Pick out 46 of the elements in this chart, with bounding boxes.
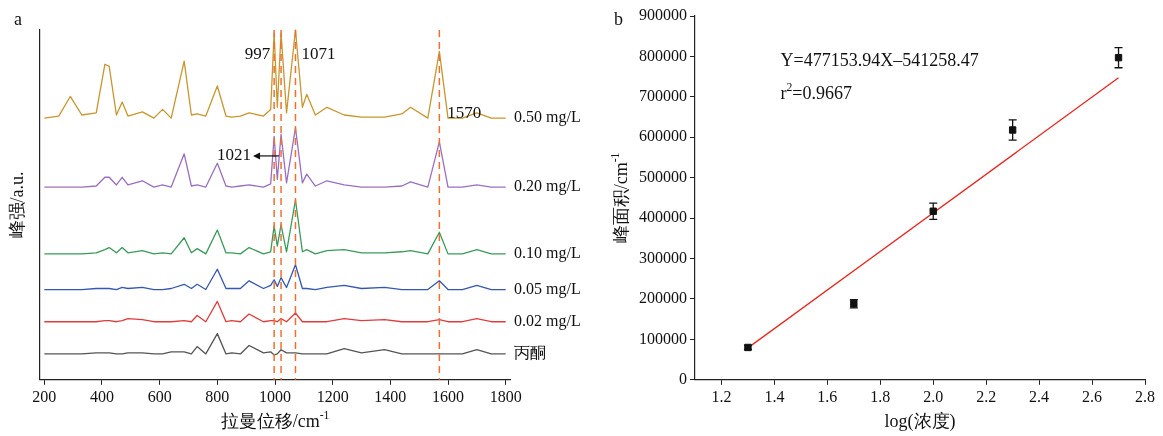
x-tick-label: 2.4 — [1029, 387, 1050, 405]
series-label: 0.20 mg/L — [514, 177, 581, 196]
y-tick-label: 900000 — [639, 6, 687, 24]
x-tick-label: 600 — [147, 387, 172, 405]
x-tick-label: 800 — [205, 387, 230, 405]
chart-title: b — [614, 8, 623, 29]
series-label: 0.05 mg/L — [514, 279, 581, 298]
series-label: 丙酮 — [514, 344, 546, 362]
y-tick-label: 200000 — [639, 289, 687, 307]
x-tick-label: 1200 — [316, 387, 349, 405]
ref-line-label: 1570 — [447, 103, 482, 123]
x-tick-label: 1400 — [374, 387, 407, 405]
x-tick-label: 2.2 — [976, 387, 997, 405]
y-tick-label: 400000 — [639, 208, 687, 226]
x-tick-label: 200 — [32, 387, 57, 405]
x-tick-label: 1.8 — [870, 387, 891, 405]
x-tick-label: 1000 — [259, 387, 291, 405]
y-tick-label: 0 — [679, 370, 687, 387]
y-axis-title: 峰强/a.u. — [6, 171, 27, 239]
x-tick-label: 1.4 — [764, 387, 785, 405]
x-tick-label: 1800 — [489, 387, 522, 405]
y-tick-label: 300000 — [639, 248, 687, 266]
ref-line-label: 1021 — [217, 145, 252, 165]
point — [929, 207, 937, 215]
annotation: Y=477153.94X–541258.47 — [780, 49, 979, 70]
x-tick-label: 2.6 — [1082, 387, 1103, 405]
ref-line-label: 997 — [244, 43, 271, 63]
x-tick-label: 2.8 — [1135, 387, 1155, 405]
y-axis-title: 峰面积/cm-1 — [608, 152, 631, 244]
ref-line-label: 1071 — [301, 43, 336, 63]
chart-title: a — [14, 8, 22, 29]
x-tick-label: 1600 — [432, 387, 465, 405]
y-tick-label: 700000 — [639, 87, 687, 105]
y-tick-label: 500000 — [639, 167, 687, 185]
series-label: 0.10 mg/L — [514, 244, 581, 263]
y-tick-label: 800000 — [639, 46, 687, 64]
x-tick-label: 1.6 — [817, 387, 838, 405]
x-tick-label: 400 — [89, 387, 114, 405]
x-tick-label: 1.2 — [711, 387, 732, 405]
x-tick-label: 2.0 — [923, 387, 944, 405]
series-label: 0.02 mg/L — [514, 311, 581, 330]
point — [1008, 126, 1017, 134]
x-axis-title: log(浓度) — [884, 410, 956, 432]
y-tick-label: 600000 — [639, 127, 687, 145]
y-tick-label: 100000 — [639, 329, 687, 347]
series-label: 0.50 mg/L — [514, 108, 581, 127]
